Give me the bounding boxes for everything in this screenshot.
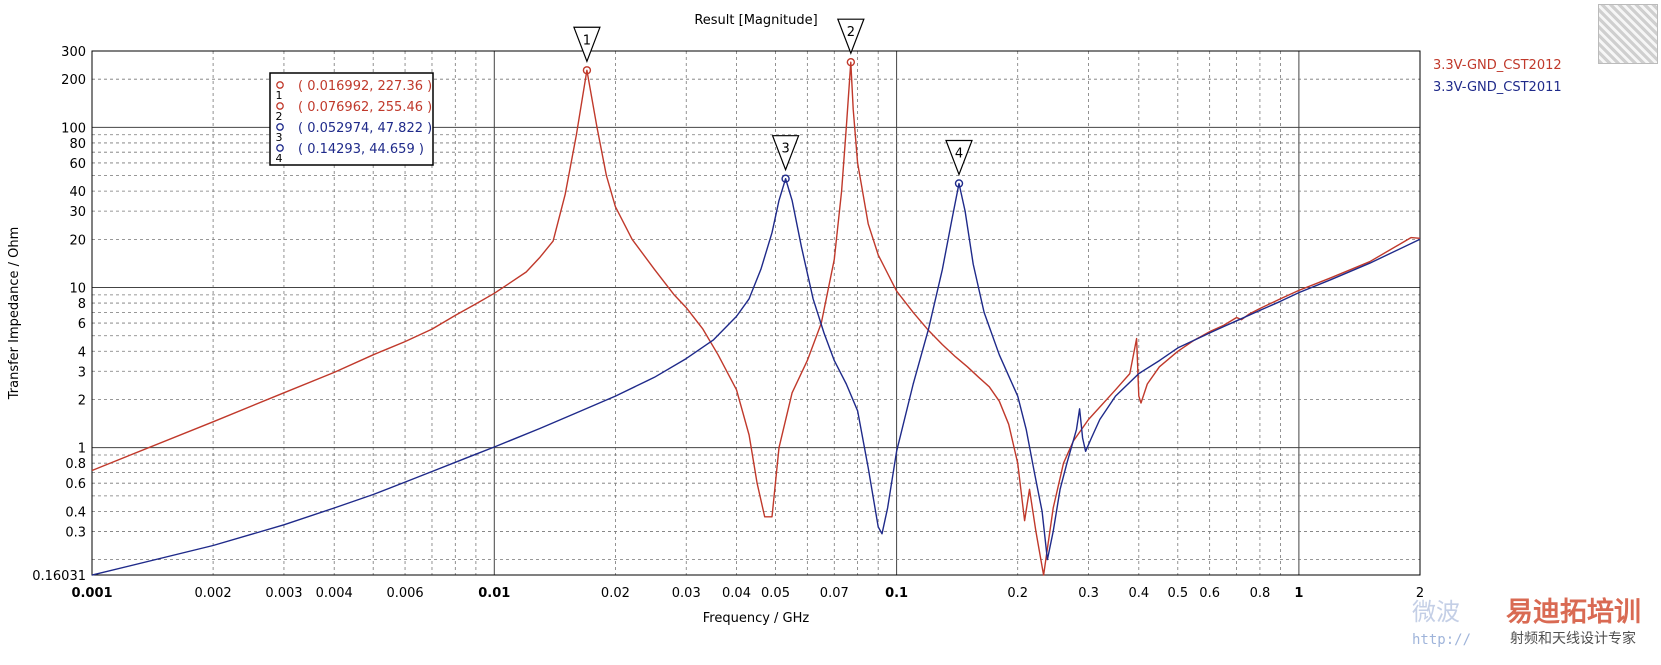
y-tick-label: 6 <box>78 317 86 332</box>
x-tick-label: 0.01 <box>478 586 510 601</box>
marker-flag-label: 2 <box>847 25 855 40</box>
series-line <box>91 61 1421 576</box>
readout-value: ( 0.052974, 47.822 ) <box>298 121 432 136</box>
readout-value: ( 0.076962, 255.46 ) <box>298 100 432 115</box>
y-tick-label: 3 <box>78 365 86 380</box>
marker-flag <box>573 26 601 63</box>
x-tick-label: 0.2 <box>1007 586 1028 601</box>
x-tick-label: 0.02 <box>601 586 630 601</box>
x-tick-label: 0.03 <box>672 586 701 601</box>
y-tick-label: 60 <box>69 157 86 172</box>
readout-value: ( 0.016992, 227.36 ) <box>298 79 432 94</box>
readout-value: ( 0.14293, 44.659 ) <box>298 142 424 157</box>
qr-code-image <box>1598 4 1658 64</box>
y-tick-label: 300 <box>61 45 86 60</box>
x-tick-label: 0.4 <box>1128 586 1149 601</box>
y-tick-label: 0.6 <box>65 477 86 492</box>
x-tick-label: 0.05 <box>761 586 790 601</box>
y-tick-label: 4 <box>78 345 86 360</box>
marker-flag <box>836 18 865 55</box>
x-tick-label: 0.6 <box>1199 586 1220 601</box>
watermark-url-text: http:// <box>1412 632 1472 648</box>
readout-marker-id: 2 <box>276 110 283 123</box>
y-tick-label: 80 <box>69 137 86 152</box>
x-tick-label: 0.004 <box>316 586 353 601</box>
y-tick-label: 100 <box>61 121 86 136</box>
y-tick-label: 0.3 <box>65 525 86 540</box>
marker-layer: 1 2 3 4 <box>573 18 973 188</box>
watermark-left-text: 微波 <box>1412 598 1460 626</box>
x-tick-label: 0.002 <box>194 586 231 601</box>
x-tick-label: 0.07 <box>820 586 849 601</box>
marker-point <box>781 174 790 183</box>
legend-entry: 3.3V-GND_CST2012 <box>1433 58 1562 73</box>
x-axis-label: Frequency / GHz <box>703 611 810 626</box>
marker-flag <box>945 139 973 177</box>
y-tick-label: 0.8 <box>65 457 86 472</box>
x-tick-label: 0.04 <box>722 586 751 601</box>
legend-entry: 3.3V-GND_CST2011 <box>1433 80 1562 95</box>
series-line <box>91 178 1421 576</box>
x-tick-label: 0.1 <box>885 586 908 601</box>
y-tick-label: 10 <box>69 282 86 297</box>
x-tick-label: 0.3 <box>1078 586 1099 601</box>
watermark-main-text: 易迪拓培训 <box>1506 597 1641 628</box>
readout-marker-icon <box>276 144 284 152</box>
readout-marker-id: 1 <box>276 89 283 102</box>
marker-readout-box: 1 ( 0.016992, 227.36 ) 2 ( 0.076962, 255.46… <box>269 72 434 166</box>
y-tick-label: 0.16031 <box>32 569 86 584</box>
marker-point <box>846 57 856 67</box>
marker-point <box>954 179 964 188</box>
series-layer <box>91 61 1421 576</box>
readout-frame <box>269 72 434 166</box>
y-tick-label: 40 <box>69 185 86 200</box>
marker-flag-label: 3 <box>781 142 789 157</box>
x-tick-label: 0.5 <box>1167 586 1188 601</box>
y-tick-label: 1 <box>78 442 86 457</box>
y-tick-label: 8 <box>78 297 86 312</box>
watermark-logo: 微波 易迪拓培训 http:// 射频和天线设计专家 <box>1412 590 1657 660</box>
x-tick-label: 1 <box>1294 586 1303 601</box>
x-tick-label: 0.006 <box>386 586 423 601</box>
x-tick-label: 2 <box>1416 586 1424 601</box>
y-tick-label: 0.4 <box>65 505 86 520</box>
readout-marker-icon <box>276 81 284 89</box>
marker-flag-label: 4 <box>955 146 963 161</box>
plot-area-frame <box>91 50 1421 576</box>
readout-marker-icon <box>276 123 284 131</box>
tick-labels: 0.001 0.002 0.003 0.004 0.006 0.01 0.02 0.03 0.0… <box>32 45 1424 601</box>
marker-flag-label: 1 <box>583 33 591 48</box>
readout-marker-id: 3 <box>276 131 283 144</box>
legend: 3.3V-GND_CST2012 3.3V-GND_CST2011 <box>1433 58 1562 95</box>
y-tick-label: 30 <box>69 205 86 220</box>
x-tick-label: 0.8 <box>1250 586 1271 601</box>
x-tick-label: 0.001 <box>71 586 112 601</box>
watermark-sub-text: 射频和天线设计专家 <box>1510 631 1636 647</box>
readout-marker-id: 4 <box>276 152 283 165</box>
grid <box>91 50 1421 575</box>
chart-title: Result [Magnitude] <box>694 13 817 28</box>
y-tick-label: 20 <box>69 233 86 248</box>
readout-marker-icon <box>276 102 284 110</box>
marker-point <box>582 66 592 75</box>
marker-flag <box>771 135 800 172</box>
y-axis-label: Transfer Impedance / Ohm <box>7 227 22 401</box>
y-tick-label: 200 <box>61 73 86 88</box>
y-tick-label: 2 <box>78 393 86 408</box>
x-tick-label: 0.003 <box>265 586 302 601</box>
